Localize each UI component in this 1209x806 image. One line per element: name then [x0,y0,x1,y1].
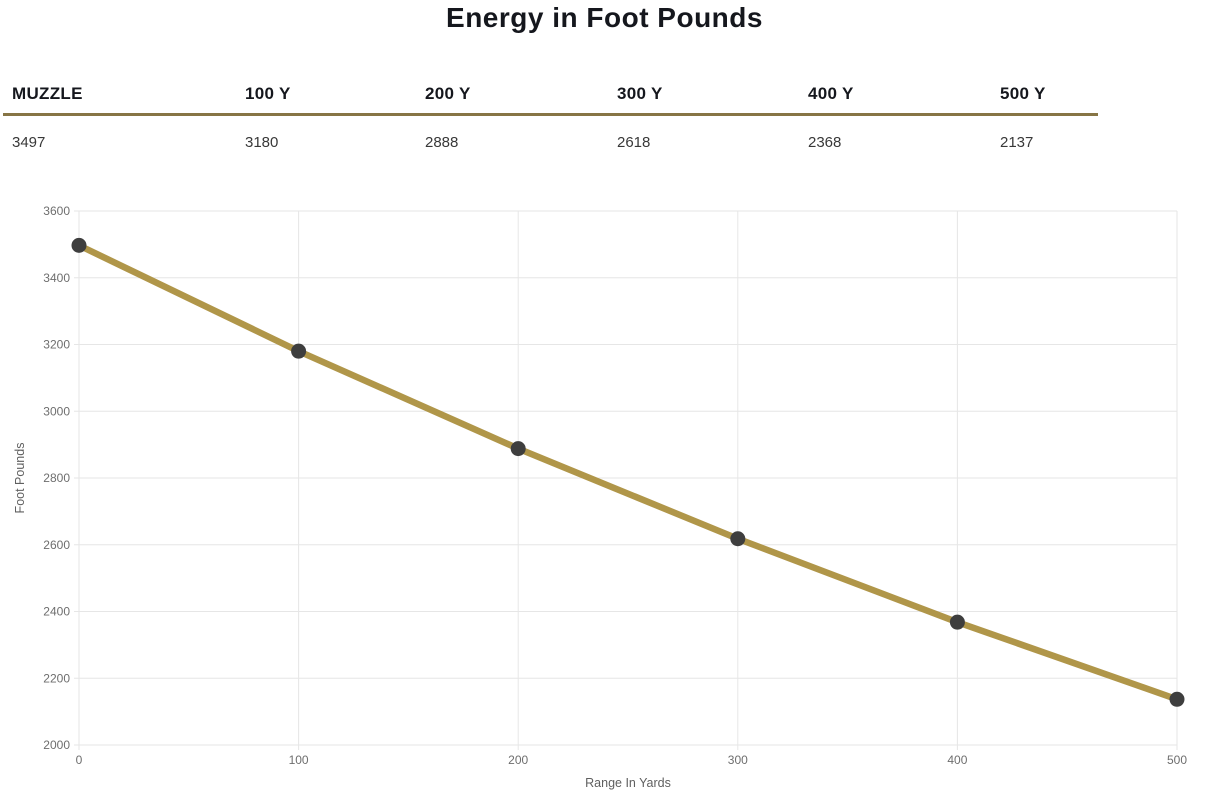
x-tick-label: 0 [76,753,83,767]
table-value-100y: 3180 [245,134,279,151]
y-tick-label: 3000 [43,404,70,418]
table-value-400y: 2368 [808,134,842,151]
table-value-200y: 2888 [425,134,459,151]
energy-table: MUZZLE 100 Y 200 Y 300 Y 400 Y 500 Y 349… [3,84,1098,151]
y-tick-label: 2200 [43,671,70,685]
table-value-muzzle: 3497 [12,134,46,151]
x-tick-label: 500 [1167,753,1187,767]
y-tick-label: 3200 [43,338,70,352]
table-value-500y: 2137 [1000,134,1034,151]
table-value-300y: 2618 [617,134,651,151]
data-point[interactable] [71,237,87,253]
data-point[interactable] [1169,691,1185,707]
x-tick-label: 300 [728,753,748,767]
page-title: Energy in Foot Pounds [446,2,763,33]
y-tick-label: 2000 [43,738,70,752]
y-tick-label: 2600 [43,538,70,552]
table-value-row: 3497 3180 2888 2618 2368 2137 [3,116,1098,151]
y-tick-label: 3400 [43,271,70,285]
y-tick-label: 2400 [43,605,70,619]
y-axis-title: Foot Pounds [13,443,27,514]
x-tick-label: 400 [947,753,967,767]
table-header-cell-300y: 300 Y [617,84,663,103]
table-header-cell-200y: 200 Y [425,84,471,103]
table-header-cell-400y: 400 Y [808,84,854,103]
energy-chart[interactable]: 2000 2200 2400 2600 2800 3000 3200 3400 3600 0 100… [0,195,1209,801]
x-axis-title: Range In Yards [585,776,671,790]
data-point[interactable] [730,531,746,547]
table-header-row: MUZZLE 100 Y 200 Y 300 Y 400 Y 500 Y [3,84,1098,116]
y-tick-label: 3600 [43,204,70,218]
x-tick-label: 100 [289,753,309,767]
energy-chart-canvas[interactable]: 2000 2200 2400 2600 2800 3000 3200 3400 3600 0 100… [0,195,1209,801]
y-tick-label: 2800 [43,471,70,485]
data-point[interactable] [510,441,526,457]
series-line [75,242,1181,703]
data-point[interactable] [949,614,965,630]
table-header-cell-muzzle: MUZZLE [12,84,83,103]
table-header-cell-100y: 100 Y [245,84,291,103]
x-tick-label: 200 [508,753,528,767]
table-header-cell-500y: 500 Y [1000,84,1046,103]
data-point[interactable] [291,343,307,359]
